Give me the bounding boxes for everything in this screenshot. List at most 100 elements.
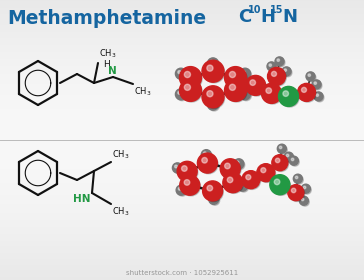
Bar	[0, 35, 364, 36]
Circle shape	[272, 155, 288, 171]
Bar	[0, 123, 364, 125]
Circle shape	[301, 184, 310, 193]
Bar	[0, 133, 364, 134]
Bar	[0, 186, 364, 188]
Bar	[0, 207, 364, 209]
Bar	[0, 104, 364, 105]
Circle shape	[207, 65, 213, 71]
Circle shape	[178, 91, 181, 94]
Bar	[0, 203, 364, 204]
Bar	[0, 204, 364, 206]
Bar	[0, 64, 364, 66]
Bar	[0, 279, 364, 280]
Bar	[0, 27, 364, 28]
Bar	[0, 29, 364, 31]
Circle shape	[211, 197, 214, 199]
Bar	[0, 162, 364, 164]
Bar	[0, 62, 364, 63]
Bar	[0, 95, 364, 97]
Bar	[0, 85, 364, 87]
Bar	[0, 53, 364, 55]
Bar	[0, 99, 364, 101]
Circle shape	[204, 183, 223, 202]
Circle shape	[178, 187, 187, 196]
Circle shape	[286, 154, 289, 157]
Circle shape	[289, 186, 305, 202]
Circle shape	[174, 164, 183, 174]
Bar	[0, 94, 364, 95]
Bar	[0, 73, 364, 74]
Bar	[0, 70, 364, 71]
Circle shape	[226, 68, 247, 89]
Bar	[0, 154, 364, 155]
Text: 15: 15	[270, 5, 284, 15]
Bar	[0, 273, 364, 274]
Circle shape	[175, 89, 186, 100]
Bar	[0, 4, 364, 6]
Text: HN: HN	[72, 194, 90, 204]
Bar	[0, 274, 364, 276]
Bar	[0, 7, 364, 8]
Circle shape	[184, 84, 190, 90]
Text: 10: 10	[248, 5, 261, 15]
Circle shape	[242, 71, 245, 74]
Circle shape	[291, 188, 296, 193]
Bar	[0, 34, 364, 35]
Circle shape	[203, 151, 212, 161]
Text: CH$_3$: CH$_3$	[134, 85, 151, 97]
Bar	[0, 165, 364, 167]
Circle shape	[293, 174, 302, 183]
Bar	[0, 125, 364, 126]
Bar	[0, 245, 364, 246]
Bar	[0, 206, 364, 207]
Circle shape	[180, 175, 200, 195]
Bar	[0, 78, 364, 80]
Bar	[0, 38, 364, 39]
Bar	[0, 193, 364, 195]
Circle shape	[289, 156, 298, 165]
Circle shape	[225, 174, 244, 193]
Text: CH$_3$: CH$_3$	[112, 148, 130, 161]
Circle shape	[250, 80, 256, 85]
Circle shape	[204, 62, 225, 83]
Circle shape	[297, 83, 316, 101]
Bar	[0, 158, 364, 160]
Circle shape	[197, 153, 217, 173]
Circle shape	[257, 164, 275, 182]
Circle shape	[261, 168, 266, 173]
Bar	[0, 251, 364, 252]
Circle shape	[210, 196, 220, 205]
Circle shape	[234, 159, 244, 169]
Bar	[0, 238, 364, 239]
Circle shape	[225, 163, 230, 169]
Bar	[0, 146, 364, 147]
Circle shape	[202, 60, 224, 82]
Circle shape	[284, 69, 286, 71]
Bar	[0, 45, 364, 46]
Bar	[0, 67, 364, 69]
Bar	[0, 228, 364, 230]
Circle shape	[173, 163, 182, 173]
Bar	[0, 116, 364, 118]
Bar	[0, 13, 364, 14]
Circle shape	[277, 144, 286, 153]
Circle shape	[236, 161, 239, 164]
Circle shape	[275, 57, 284, 66]
Bar	[0, 171, 364, 172]
Bar	[0, 220, 364, 221]
Bar	[0, 235, 364, 237]
Circle shape	[177, 70, 187, 80]
Circle shape	[239, 183, 249, 192]
Bar	[0, 105, 364, 106]
Circle shape	[241, 70, 252, 80]
Circle shape	[273, 156, 289, 171]
Bar	[0, 101, 364, 102]
Bar	[0, 32, 364, 34]
Bar	[0, 200, 364, 202]
Bar	[0, 221, 364, 223]
Circle shape	[207, 185, 213, 191]
Bar	[0, 20, 364, 21]
Circle shape	[284, 68, 292, 77]
Circle shape	[207, 99, 218, 110]
Bar	[0, 10, 364, 11]
